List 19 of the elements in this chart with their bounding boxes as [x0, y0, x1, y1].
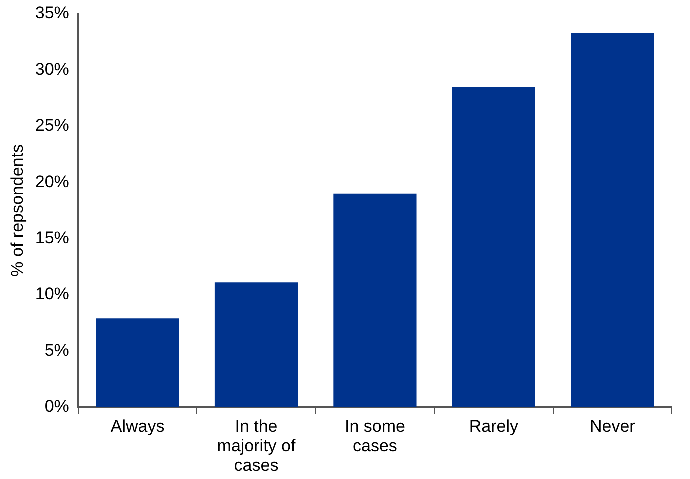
- y-axis-title: % of repsondents: [8, 144, 27, 277]
- y-tick-label: 35%: [35, 4, 70, 23]
- x-tick-label: Rarely: [469, 416, 519, 436]
- y-tick-label: 30%: [35, 60, 70, 79]
- bar: [571, 33, 654, 408]
- y-tick-label: 10%: [35, 284, 70, 304]
- x-tick-label: Never: [590, 416, 636, 436]
- y-tick-label: 5%: [44, 340, 70, 360]
- y-tick-label: 15%: [35, 228, 70, 248]
- x-tick-label: Always: [110, 416, 165, 436]
- y-tick-label: 20%: [35, 172, 70, 192]
- x-tick-label: In some cases: [344, 416, 406, 456]
- bar: [214, 282, 298, 408]
- x-tick-label: In the majority of cases: [217, 416, 296, 475]
- bar: [452, 87, 536, 408]
- bar: [334, 194, 417, 408]
- bar: [96, 318, 180, 408]
- y-tick-label: 25%: [35, 116, 70, 136]
- y-tick-label: 0%: [44, 397, 70, 416]
